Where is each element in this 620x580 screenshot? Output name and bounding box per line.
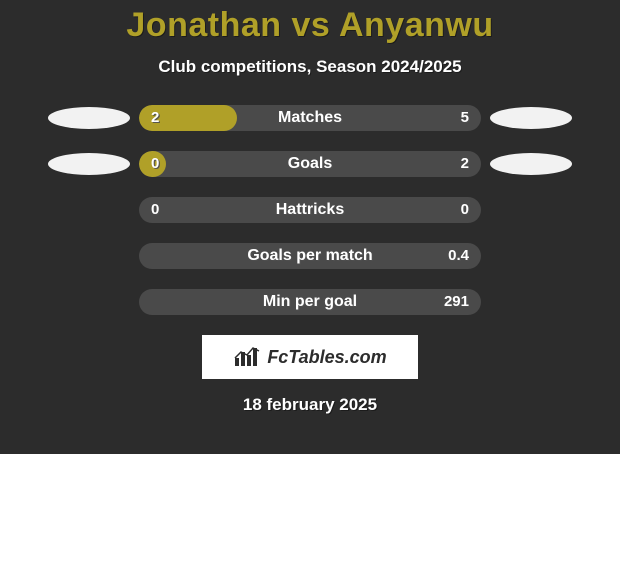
badge-placeholder-icon [48, 107, 130, 129]
stat-row: 2Matches5 [0, 105, 620, 131]
stat-label: Min per goal [139, 293, 481, 311]
comparison-panel: Jonathan vs Anyanwu Club competitions, S… [0, 0, 620, 454]
stats-rows: 2Matches5 0Goals2 0Hattricks0 Goals per mat… [0, 105, 620, 315]
player-badge-right [481, 105, 581, 131]
stat-label: Goals [139, 155, 481, 173]
stat-label: Matches [139, 109, 481, 127]
stat-bar: 2Matches5 [139, 105, 481, 131]
player-badge-right [481, 151, 581, 177]
site-logo: FcTables.com [202, 335, 418, 379]
badge-placeholder-icon [490, 153, 572, 175]
stat-bar: Goals per match0.4 [139, 243, 481, 269]
stat-row: 0Hattricks0 [0, 197, 620, 223]
logo-text: FcTables.com [267, 347, 386, 368]
stat-row: Min per goal291 [0, 289, 620, 315]
stat-row: 0Goals2 [0, 151, 620, 177]
stat-label: Goals per match [139, 247, 481, 265]
bar-chart-icon [233, 346, 261, 368]
comparison-date: 18 february 2025 [0, 395, 620, 415]
stat-row: Goals per match0.4 [0, 243, 620, 269]
player-badge-left [39, 105, 139, 131]
stat-bar: 0Hattricks0 [139, 197, 481, 223]
stat-bar: Min per goal291 [139, 289, 481, 315]
badge-placeholder-icon [48, 153, 130, 175]
page-subtitle: Club competitions, Season 2024/2025 [0, 57, 620, 77]
badge-placeholder-icon [490, 107, 572, 129]
player-badge-left [39, 151, 139, 177]
stat-label: Hattricks [139, 201, 481, 219]
stat-bar: 0Goals2 [139, 151, 481, 177]
page-title: Jonathan vs Anyanwu [0, 0, 620, 45]
